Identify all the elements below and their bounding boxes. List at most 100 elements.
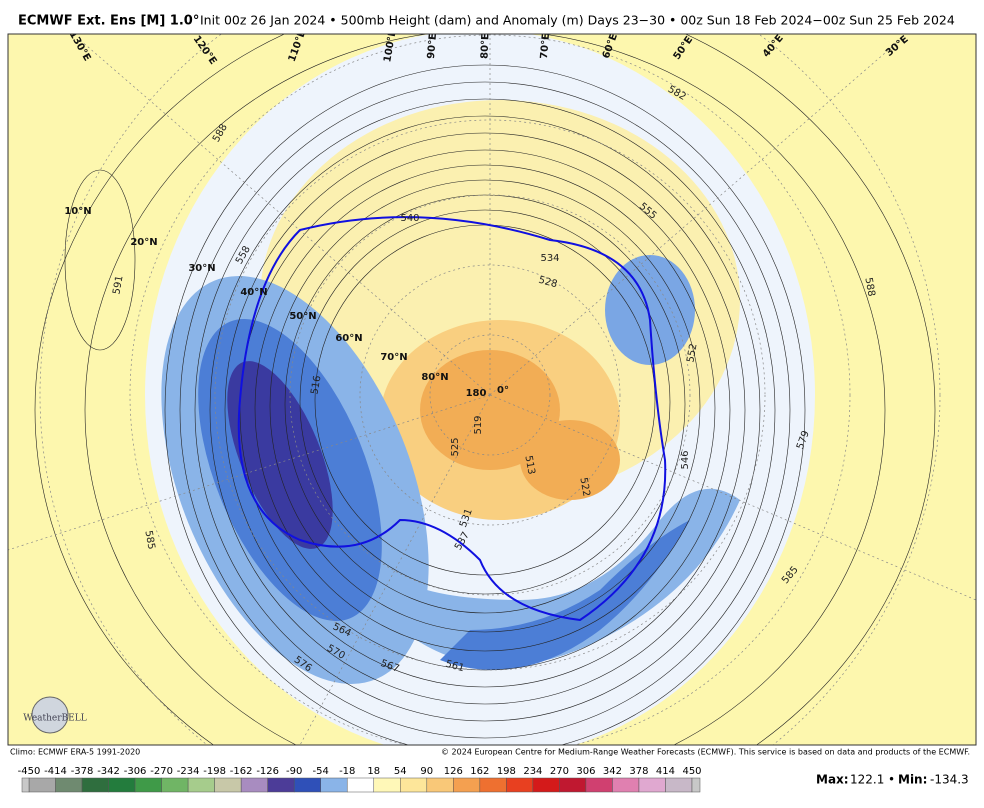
- colorbar-end: [21, 777, 30, 793]
- color-swatch: [187, 777, 215, 793]
- color-swatch: [214, 777, 242, 793]
- latitude-label: 50°N: [289, 311, 316, 322]
- color-swatch: [479, 777, 507, 793]
- color-swatch: [453, 777, 481, 793]
- cold-anomaly: [390, 488, 740, 666]
- colorbar-tick-label: 90: [420, 766, 433, 777]
- copyright: © 2024 European Centre for Medium-Range …: [441, 748, 970, 757]
- cold-anomaly: [440, 520, 690, 670]
- logo-mark: [31, 696, 69, 734]
- colorbar-tick-label: 162: [470, 766, 489, 777]
- map: WeatherBELL 10°N 20°N 30°N 40°N 50°N 60°N 70°N…: [8, 33, 976, 745]
- min-label: Min:: [898, 773, 927, 787]
- min-value: -134.3: [930, 773, 969, 787]
- latitude-label: 60°N: [335, 333, 362, 344]
- color-swatch: [320, 777, 348, 793]
- contour-label: 561: [444, 659, 465, 675]
- colorbar-tick-label: 414: [656, 766, 675, 777]
- stats: Max: 122.1 • Min: -134.3: [816, 773, 969, 787]
- contour-label: 525: [450, 437, 461, 456]
- colorbar-tick-label: 342: [603, 766, 622, 777]
- contour-label: 513: [522, 455, 536, 476]
- contour-label: 588: [862, 277, 876, 298]
- color-swatch: [81, 777, 109, 793]
- color-swatch: [506, 777, 534, 793]
- cold-anomaly: [605, 255, 695, 365]
- map-frame: [7, 33, 977, 746]
- color-swatch: [267, 777, 295, 793]
- colorbar-tick-label: -414: [44, 766, 67, 777]
- contour-label: 516: [309, 375, 323, 396]
- warm-anomaly-core: [420, 350, 560, 470]
- colorbar-tick-label: 198: [497, 766, 516, 777]
- color-swatch: [373, 777, 401, 793]
- colorbar-tick-label: -234: [177, 766, 200, 777]
- colorbar-tick-label: -198: [203, 766, 226, 777]
- color-swatch: [293, 777, 321, 793]
- contour-label: 534: [540, 253, 559, 264]
- color-swatch: [559, 777, 587, 793]
- graticule: [8, 34, 976, 745]
- max-label: Max:: [816, 773, 849, 787]
- color-swatch: [532, 777, 560, 793]
- latitude-label: 10°N: [64, 206, 91, 217]
- color-swatch: [55, 777, 83, 793]
- 540-dam-contour: [237, 216, 667, 622]
- warm-anomaly-core: [520, 420, 620, 500]
- climo: Climo: ECMWF ERA-5 1991-2020: [10, 748, 140, 757]
- colorbar-tick-label: -162: [230, 766, 253, 777]
- separator: •: [888, 773, 895, 787]
- colorbar-tick-label: -270: [150, 766, 173, 777]
- color-swatch: [612, 777, 640, 793]
- color-swatch: [161, 777, 189, 793]
- longitude-label: 180: [466, 388, 487, 399]
- title-bold: ECMWF Ext. Ens [M] 1.0°: [18, 14, 199, 29]
- latitude-label: 40°N: [240, 287, 267, 298]
- color-swatch: [665, 777, 693, 793]
- contour-label: 552: [685, 343, 699, 364]
- colorbar-end: [691, 777, 701, 793]
- colorbar-tick-label: -306: [124, 766, 147, 777]
- max-value: 122.1: [850, 773, 884, 787]
- colorbar-tick-label: -18: [339, 766, 355, 777]
- latitude-label: 20°N: [130, 237, 157, 248]
- color-swatch: [400, 777, 428, 793]
- colorbar-tick-label: 450: [682, 766, 701, 777]
- longitude-label: 90°E: [426, 33, 439, 60]
- latitude-label: 30°N: [188, 263, 215, 274]
- colorbar-tick-label: -378: [71, 766, 94, 777]
- colorbar-tick-label: -450: [18, 766, 41, 777]
- cold-anomaly-core: [227, 361, 333, 549]
- colorbar-tick-label: -54: [313, 766, 329, 777]
- contour-label: 540: [400, 213, 419, 224]
- colorbar-tick-label: 270: [550, 766, 569, 777]
- latitude-label: 80°N: [421, 372, 448, 383]
- contour-label: 528: [537, 275, 558, 291]
- colorbar-tick-label: 54: [394, 766, 407, 777]
- title: Init 00z 26 Jan 2024 • 500mb Height (dam…: [200, 13, 955, 28]
- color-swatch: [240, 777, 268, 793]
- longitude-label: 80°E: [480, 33, 492, 59]
- contour-label: 522: [577, 477, 591, 498]
- color-swatch: [638, 777, 666, 793]
- color-swatch: [28, 777, 56, 793]
- color-swatch: [134, 777, 162, 793]
- color-swatch: [346, 777, 375, 793]
- colorbar-tick-label: -90: [286, 766, 302, 777]
- colorbar-tick-label: 18: [367, 766, 380, 777]
- color-swatch: [585, 777, 613, 793]
- colorbar-tick-label: -342: [97, 766, 120, 777]
- longitude-label: 0°: [497, 385, 509, 396]
- contour-label: 585: [142, 530, 156, 551]
- colorbar: -450 -414 -378 -342 -306 -270 -234 -198 -162 -126…: [18, 766, 702, 793]
- colorbar-tick-label: 378: [629, 766, 648, 777]
- latitude-label: 70°N: [380, 352, 407, 363]
- colorbar-tick-label: -126: [256, 766, 279, 777]
- color-swatch: [108, 777, 136, 793]
- contour-label: 591: [111, 275, 125, 296]
- colorbar-tick-label: 306: [576, 766, 595, 777]
- contour-label: 546: [680, 450, 691, 469]
- colorbar-tick-label: 234: [523, 766, 542, 777]
- color-swatch: [426, 777, 454, 793]
